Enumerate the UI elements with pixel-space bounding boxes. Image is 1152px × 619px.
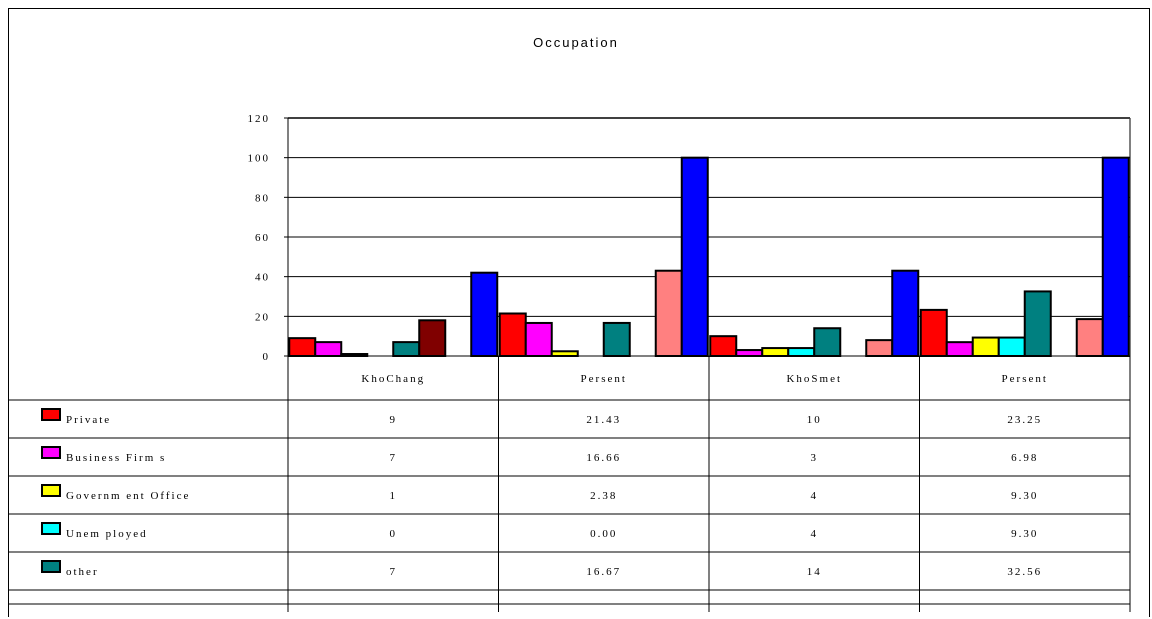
- data-label: 32.56: [1007, 566, 1042, 578]
- legend-label: Business Firm s: [66, 452, 166, 464]
- data-label: 7: [390, 452, 398, 464]
- chart-frame: [8, 8, 1150, 617]
- bar: [865, 339, 894, 357]
- bar: [314, 341, 343, 358]
- bar: [550, 350, 579, 357]
- bar: [997, 336, 1026, 357]
- bar: [680, 156, 709, 357]
- category-label: Persent: [581, 373, 627, 385]
- data-label: 9: [390, 414, 398, 426]
- bar: [470, 271, 499, 358]
- data-label: 4: [811, 528, 819, 540]
- category-label: Persent: [1002, 373, 1048, 385]
- bar: [498, 312, 527, 357]
- data-label: 6.98: [1011, 452, 1038, 464]
- data-label: 9.30: [1011, 490, 1038, 502]
- data-label: 10: [807, 414, 822, 426]
- data-label: 9.30: [1011, 528, 1038, 540]
- legend-label: other: [66, 566, 99, 578]
- data-label: 16.67: [586, 566, 621, 578]
- legend-swatch: [41, 484, 61, 497]
- bar: [602, 321, 631, 358]
- legend-swatch: [41, 446, 61, 459]
- data-label: 0: [390, 528, 398, 540]
- bar: [735, 349, 764, 357]
- y-tick-label: 120: [248, 113, 271, 125]
- data-label: 1: [390, 490, 398, 502]
- bar: [392, 341, 421, 358]
- data-label: 2.38: [590, 490, 617, 502]
- y-tick-label: 40: [255, 272, 270, 284]
- legend-label: Private: [66, 414, 111, 426]
- data-label: 16.66: [586, 452, 621, 464]
- data-label: 4: [811, 490, 819, 502]
- bar: [787, 347, 816, 358]
- data-label: 3: [811, 452, 819, 464]
- bar: [1101, 156, 1130, 357]
- y-tick-label: 80: [255, 192, 270, 204]
- legend-label: Unem ployed: [66, 528, 148, 540]
- bar: [288, 337, 317, 357]
- data-label: 7: [390, 566, 398, 578]
- legend-label: Governm ent Office: [66, 490, 190, 502]
- chart-title: Occupation: [533, 35, 619, 50]
- bar: [813, 327, 842, 358]
- data-label: 14: [807, 566, 822, 578]
- legend-swatch: [41, 522, 61, 535]
- bar: [761, 347, 790, 358]
- bar: [654, 269, 683, 358]
- bar: [418, 319, 447, 357]
- y-tick-label: 100: [248, 153, 271, 165]
- y-tick-label: 60: [255, 232, 270, 244]
- bar: [1023, 290, 1052, 357]
- y-tick-label: 20: [255, 311, 270, 323]
- bar: [919, 308, 948, 358]
- category-label: KhoSmet: [786, 373, 842, 385]
- bar: [1075, 318, 1104, 357]
- bar: [971, 336, 1000, 357]
- data-label: 0.00: [590, 528, 617, 540]
- bar: [891, 269, 920, 358]
- y-tick-label: 0: [263, 351, 271, 363]
- bar: [709, 335, 738, 357]
- bar: [524, 321, 553, 358]
- legend-swatch: [41, 560, 61, 573]
- data-label: 21.43: [586, 414, 621, 426]
- legend-swatch: [41, 408, 61, 421]
- category-label: KhoChang: [361, 373, 425, 385]
- bar: [945, 341, 974, 358]
- data-label: 23.25: [1007, 414, 1042, 426]
